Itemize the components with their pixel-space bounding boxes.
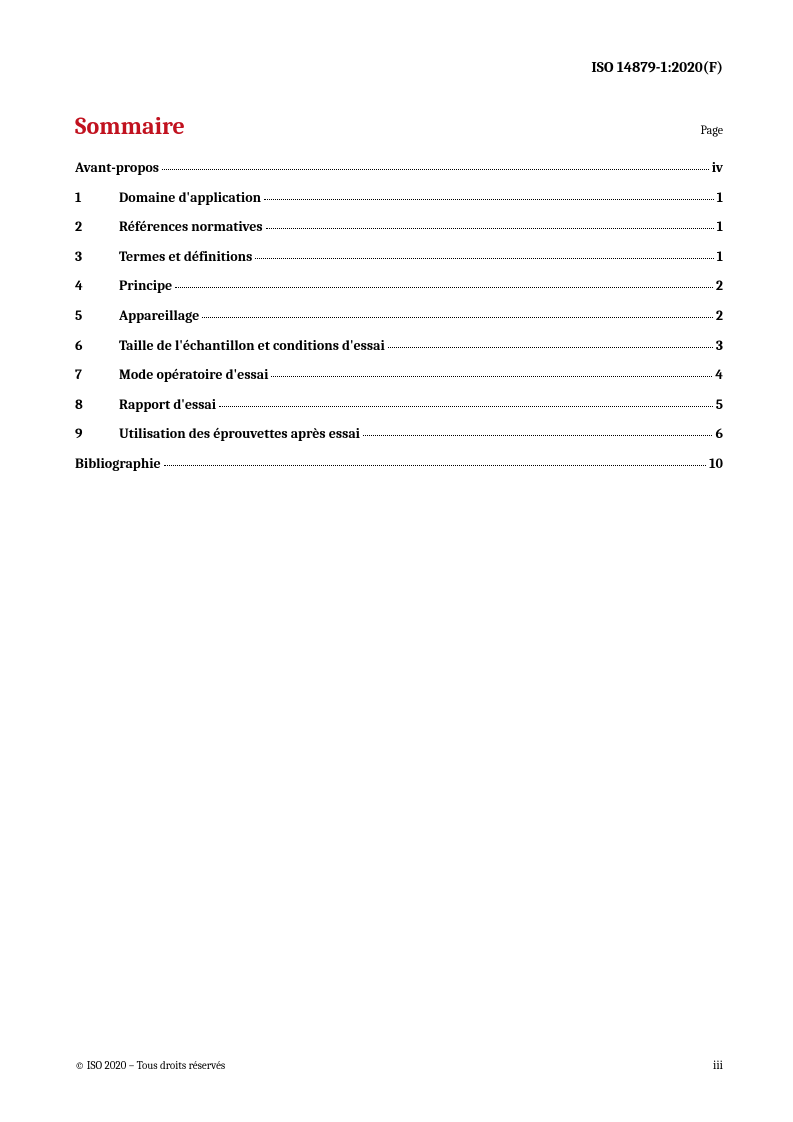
- toc-entry: 2Références normatives 1: [75, 217, 723, 237]
- toc-entry-leader: [363, 435, 712, 436]
- toc-entry-leader: [162, 169, 709, 170]
- toc-entry-page: 1: [717, 247, 723, 267]
- toc-entry-number: 8: [75, 395, 119, 415]
- toc-entry-page: 2: [716, 306, 723, 326]
- copyright-text: © ISO 2020 – Tous droits réservés: [75, 1059, 225, 1072]
- page-footer: © ISO 2020 – Tous droits réservés iii: [75, 1038, 723, 1072]
- toc-entry-leader: [175, 287, 713, 288]
- toc-entry-number: 9: [75, 424, 119, 444]
- toc-entry-title: Utilisation des éprouvettes après essai: [119, 424, 360, 444]
- toc-entry-page: 1: [717, 217, 723, 237]
- toc-entry: 5Appareillage 2: [75, 306, 723, 326]
- toc-entry: 1Domaine d'application1: [75, 188, 723, 208]
- toc-entry: 9Utilisation des éprouvettes après essai…: [75, 424, 723, 444]
- toc-entry-number: 3: [75, 247, 119, 267]
- toc-entry-number: 1: [75, 188, 119, 208]
- toc-entry-leader: [264, 199, 714, 200]
- toc-entry: 3Termes et définitions 1: [75, 247, 723, 267]
- toc-entry: 8Rapport d'essai 5: [75, 395, 723, 415]
- page-column-label: Page: [701, 123, 723, 137]
- toc-entry-number: 6: [75, 336, 119, 356]
- toc-entry: 6Taille de l'échantillon et conditions d…: [75, 336, 723, 356]
- page-title: Sommaire: [75, 112, 185, 140]
- toc-entry-title: Rapport d'essai: [119, 395, 216, 415]
- toc-entry-title: Domaine d'application: [119, 188, 261, 208]
- toc-entry: 7Mode opératoire d'essai 4: [75, 365, 723, 385]
- toc-entry-page: 6: [715, 424, 723, 444]
- document-id: ISO 14879-1:2020(F): [591, 58, 723, 76]
- toc-entry-title: Appareillage: [119, 306, 199, 326]
- toc-entry-leader: [202, 317, 713, 318]
- toc-entry-number: 2: [75, 217, 119, 237]
- toc-entry-number: 5: [75, 306, 119, 326]
- toc-entry-leader: [271, 376, 712, 377]
- page-number: iii: [713, 1058, 723, 1072]
- toc-entry-title: Bibliographie: [75, 454, 161, 474]
- toc-entry-title: Avant-propos: [75, 158, 159, 178]
- toc-entry-page: 10: [709, 454, 723, 474]
- toc-entry-title: Principe: [119, 276, 172, 296]
- toc-entry-page: 2: [716, 276, 723, 296]
- toc-entry-title: Références normatives: [119, 217, 263, 237]
- toc-entry-leader: [266, 228, 714, 229]
- document-header: ISO 14879-1:2020(F): [75, 58, 723, 76]
- toc-entry-number: 4: [75, 276, 119, 296]
- toc-entry-title: Mode opératoire d'essai: [119, 365, 268, 385]
- toc-entry-number: 7: [75, 365, 119, 385]
- toc-entry-leader: [388, 347, 713, 348]
- table-of-contents: Avant-proposiv1Domaine d'application12Ré…: [75, 158, 723, 484]
- toc-entry-page: iv: [712, 158, 723, 178]
- toc-entry-leader: [164, 465, 706, 466]
- toc-entry-leader: [219, 406, 713, 407]
- toc-entry-page: 1: [717, 188, 723, 208]
- toc-entry-leader: [255, 258, 713, 259]
- toc-entry-page: 3: [716, 336, 723, 356]
- title-row: Sommaire Page: [75, 112, 723, 140]
- toc-entry-page: 5: [716, 395, 723, 415]
- toc-entry: Bibliographie 10: [75, 454, 723, 474]
- toc-entry-page: 4: [715, 365, 723, 385]
- toc-entry-title: Taille de l'échantillon et conditions d'…: [119, 336, 385, 356]
- toc-entry: 4Principe 2: [75, 276, 723, 296]
- toc-entry-title: Termes et définitions: [119, 247, 252, 267]
- toc-entry: Avant-propos iv: [75, 158, 723, 178]
